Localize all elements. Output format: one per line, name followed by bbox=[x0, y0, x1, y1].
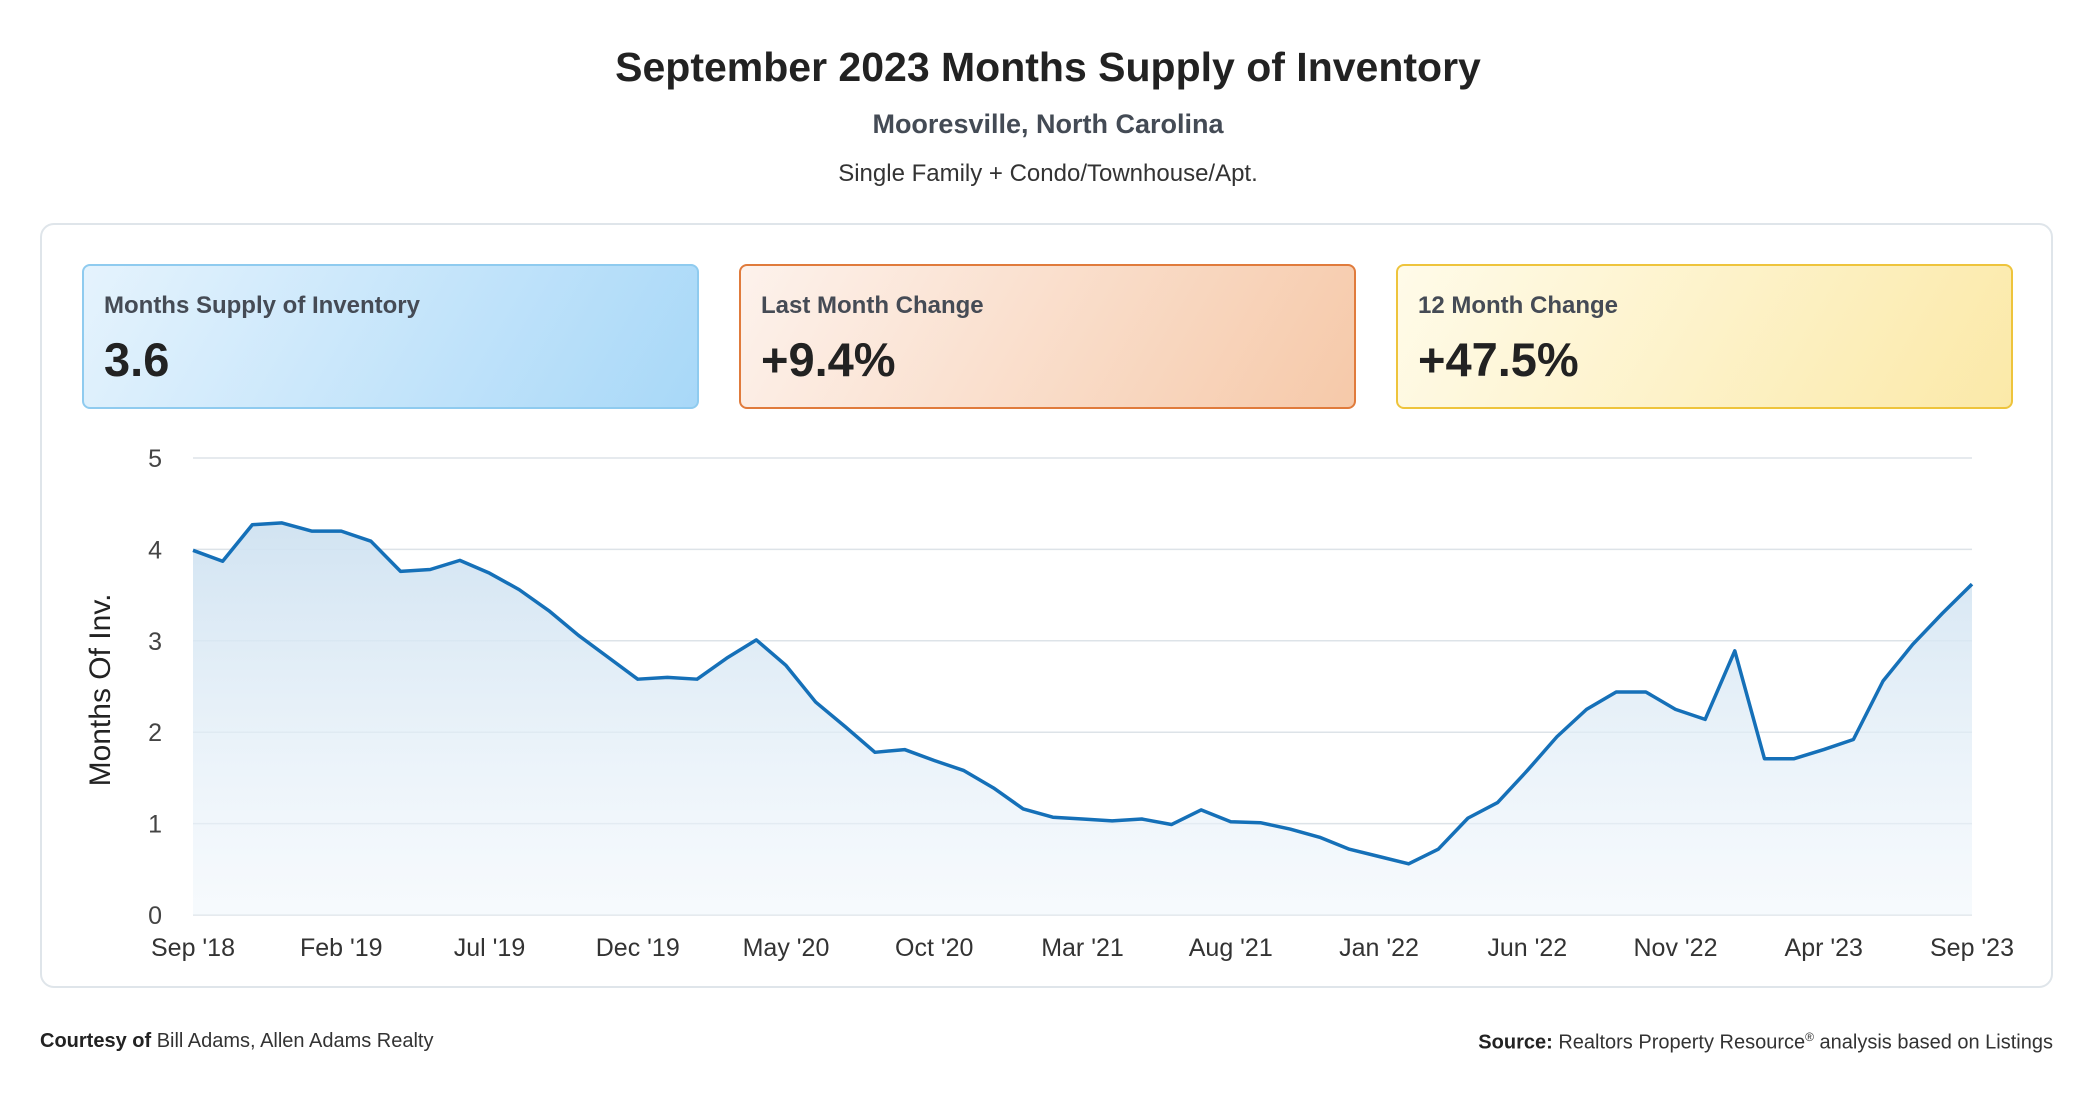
y-axis-ticks: 0 1 2 3 4 5 bbox=[148, 445, 162, 930]
twelve-month-change-card: 12 Month Change +47.5% bbox=[1396, 264, 2013, 409]
x-tick-label: Dec '19 bbox=[596, 934, 680, 962]
x-tick-label: Jan '22 bbox=[1339, 934, 1419, 962]
property-types-subtitle: Single Family + Condo/Townhouse/Apt. bbox=[838, 160, 1258, 187]
months-supply-card: Months Supply of Inventory 3.6 bbox=[82, 264, 699, 409]
x-tick-label: Jul '19 bbox=[454, 934, 525, 962]
courtesy-footer: Courtesy of Bill Adams, Allen Adams Real… bbox=[40, 1030, 433, 1053]
source-text: Realtors Property Resource bbox=[1558, 1031, 1806, 1054]
x-tick-label: Sep '23 bbox=[1930, 934, 2014, 962]
months-supply-value: 3.6 bbox=[104, 333, 170, 386]
y-axis-label: Months Of Inv. bbox=[84, 594, 117, 787]
x-tick-label: Nov '22 bbox=[1634, 934, 1718, 962]
x-tick-label: May '20 bbox=[743, 934, 830, 962]
y-tick-label: 2 bbox=[148, 719, 162, 747]
series-area bbox=[193, 522, 1972, 915]
x-tick-label: Feb '19 bbox=[300, 934, 383, 962]
y-tick-label: 4 bbox=[148, 536, 162, 564]
twelve-month-change-value: +47.5% bbox=[1418, 333, 1579, 386]
last-month-change-value: +9.4% bbox=[761, 333, 896, 386]
source-suffix: analysis based on Listings bbox=[1819, 1031, 2053, 1054]
x-tick-label: Jun '22 bbox=[1487, 934, 1567, 962]
series-line bbox=[192, 521, 1974, 866]
y-tick-label: 3 bbox=[148, 628, 162, 656]
registered-mark: ® bbox=[1805, 1030, 1814, 1044]
x-axis-ticks: Sep '18 Feb '19 Jul '19 Dec '19 May '20 Oct '… bbox=[151, 934, 2014, 962]
last-month-change-label: Last Month Change bbox=[761, 292, 984, 319]
months-supply-label: Months Supply of Inventory bbox=[104, 292, 420, 319]
chart-title: September 2023 Months Supply of Inventor… bbox=[615, 44, 1481, 90]
courtesy-text: Bill Adams, Allen Adams Realty bbox=[156, 1030, 434, 1052]
x-tick-label: Aug '21 bbox=[1189, 934, 1273, 962]
x-tick-label: Mar '21 bbox=[1041, 934, 1124, 962]
last-month-change-card: Last Month Change +9.4% bbox=[739, 264, 1356, 409]
source-label: Source: bbox=[1478, 1031, 1553, 1054]
x-tick-label: Sep '18 bbox=[151, 934, 235, 962]
y-tick-label: 5 bbox=[148, 445, 162, 473]
x-tick-label: Oct '20 bbox=[895, 934, 973, 962]
courtesy-label: Courtesy of bbox=[40, 1030, 152, 1052]
y-tick-label: 0 bbox=[148, 902, 162, 930]
x-tick-label: Apr '23 bbox=[1785, 934, 1863, 962]
twelve-month-change-label: 12 Month Change bbox=[1418, 292, 1619, 319]
source-footer: Source: Realtors Property Resource® anal… bbox=[1478, 1030, 2053, 1055]
y-tick-label: 1 bbox=[148, 811, 162, 839]
location-subtitle: Mooresville, North Carolina bbox=[872, 109, 1224, 139]
